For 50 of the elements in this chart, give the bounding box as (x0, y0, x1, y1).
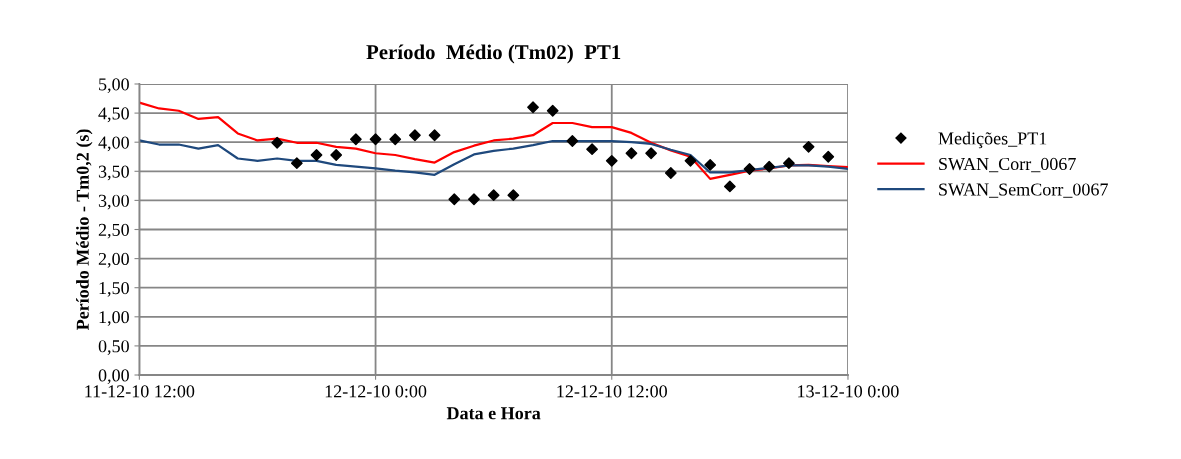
point (527, 101, 539, 114)
x-tick-label: 11-12-10 12:00 (85, 385, 195, 398)
point (684, 154, 697, 167)
y-tick-label: 5,00 (99, 78, 129, 94)
point (448, 193, 461, 206)
y-tick-label: 2,50 (98, 223, 129, 239)
point (802, 140, 815, 153)
y-tick-label: 0,00 (98, 369, 129, 385)
point (409, 129, 421, 142)
point (487, 189, 500, 202)
point (428, 129, 441, 142)
legend-label: SWAN_Corr_0067 (939, 157, 1076, 173)
point (507, 189, 520, 202)
point (605, 154, 618, 167)
y-tick-label: 1,50 (99, 281, 129, 297)
point (664, 167, 677, 179)
point (369, 133, 382, 146)
point (468, 193, 480, 206)
point (704, 159, 717, 171)
point (330, 149, 343, 161)
chart-title: Período Médio (Tm02) PT1 (366, 44, 621, 64)
x-tick-label: 12-12-10 0:00 (325, 385, 427, 398)
legend-label: SWAN_SemCorr_0067 (939, 183, 1108, 198)
y-tick-label: 2,00 (98, 252, 129, 268)
legend-label: Medições_PT1 (938, 131, 1047, 149)
y-tick-label: 3,50 (98, 165, 129, 181)
point (743, 163, 756, 175)
y-tick-label: 4,00 (98, 136, 129, 152)
x-axis-title: Data e Hora (446, 407, 541, 420)
point (290, 157, 303, 170)
point (389, 133, 402, 146)
point (645, 147, 658, 160)
point (783, 157, 795, 170)
point (349, 133, 362, 146)
x-tick-label: 12-12-10 12:00 (557, 385, 667, 398)
x-tick-label: 13-12-10 0:00 (798, 385, 899, 398)
y-tick-label: 1,00 (99, 311, 129, 326)
point (310, 149, 323, 161)
point (546, 104, 559, 117)
point (566, 135, 579, 147)
y-tick-label: 0,50 (98, 340, 129, 355)
point (586, 143, 598, 156)
point (625, 147, 638, 160)
point (822, 150, 835, 163)
point (723, 180, 736, 193)
point (271, 136, 284, 149)
y-tick-label: 4,50 (98, 107, 129, 123)
y-tick-label: 3,00 (98, 194, 129, 210)
point (763, 160, 776, 173)
y-axis-title: Período Médio - Tm0,2 (s) (76, 129, 93, 331)
